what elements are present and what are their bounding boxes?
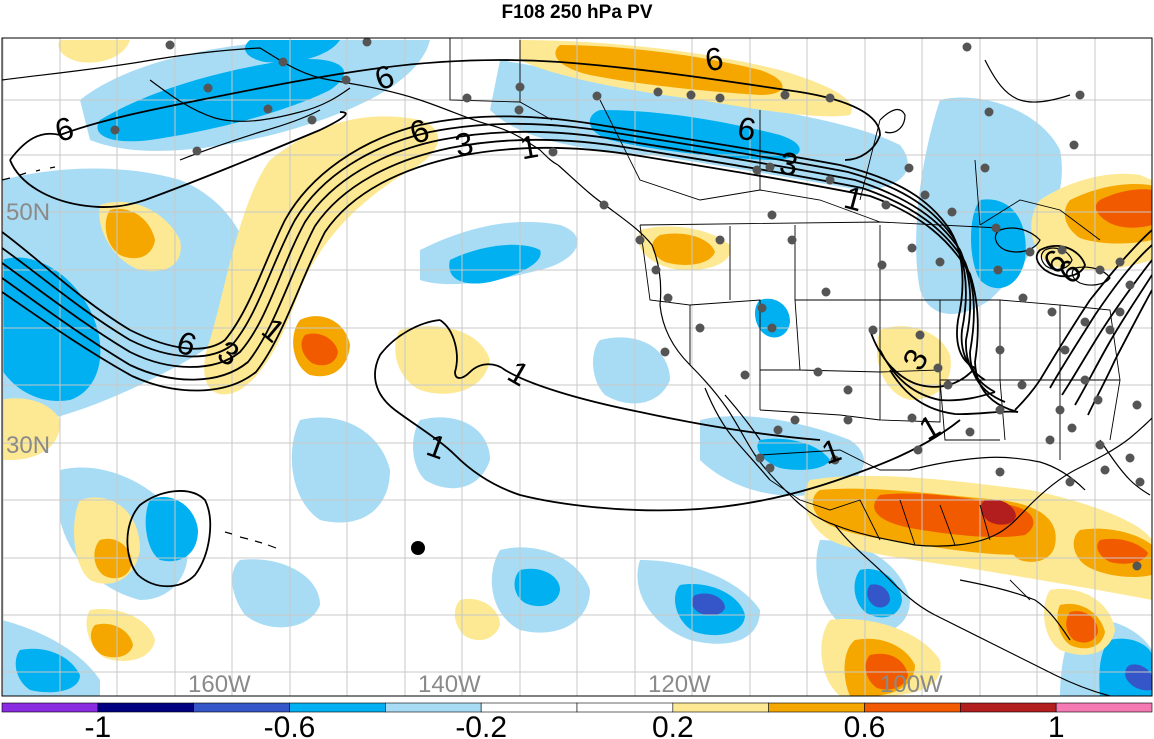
colorbar-label: -1 bbox=[84, 711, 111, 739]
colorbar-swatch bbox=[1055, 702, 1153, 713]
colorbar-swatch bbox=[97, 702, 194, 713]
colorbar-label: 1 bbox=[1048, 711, 1065, 739]
station-markers bbox=[110, 38, 1145, 571]
anomaly-shading bbox=[2, 40, 1152, 696]
contour-label: 6 bbox=[735, 110, 759, 149]
page-title: F108 250 hPa PV bbox=[501, 2, 653, 23]
marker-dot bbox=[411, 541, 425, 555]
colorbar-label: 0.6 bbox=[844, 711, 886, 739]
colorbar-label: -0.6 bbox=[264, 711, 316, 739]
colorbar: -1 -0.6 -0.2 0.2 0.6 1 bbox=[1, 702, 1153, 739]
colorbar-swatch bbox=[1, 702, 99, 713]
lon-label-120w: 120W bbox=[648, 671, 711, 698]
lat-label-50n: 50N bbox=[6, 199, 50, 226]
lon-label-100w: 100W bbox=[880, 671, 943, 698]
contour-label: 3 bbox=[452, 125, 476, 164]
lon-label-160w: 160W bbox=[188, 671, 251, 698]
contour-label: 6 bbox=[702, 40, 726, 79]
latlon-grid bbox=[2, 38, 1152, 696]
lat-label-30n: 30N bbox=[6, 432, 50, 459]
colorbar-swatch bbox=[960, 702, 1057, 713]
lon-label-140w: 140W bbox=[418, 671, 481, 698]
political-borders bbox=[449, 38, 1121, 601]
contour-label: 1 bbox=[517, 128, 541, 167]
colorbar-label: -0.2 bbox=[455, 711, 507, 739]
map-border bbox=[1, 37, 1153, 697]
colorbar-label: 0.2 bbox=[652, 711, 694, 739]
contour-label: 3 bbox=[777, 145, 801, 184]
pv-contours bbox=[2, 59, 1152, 588]
